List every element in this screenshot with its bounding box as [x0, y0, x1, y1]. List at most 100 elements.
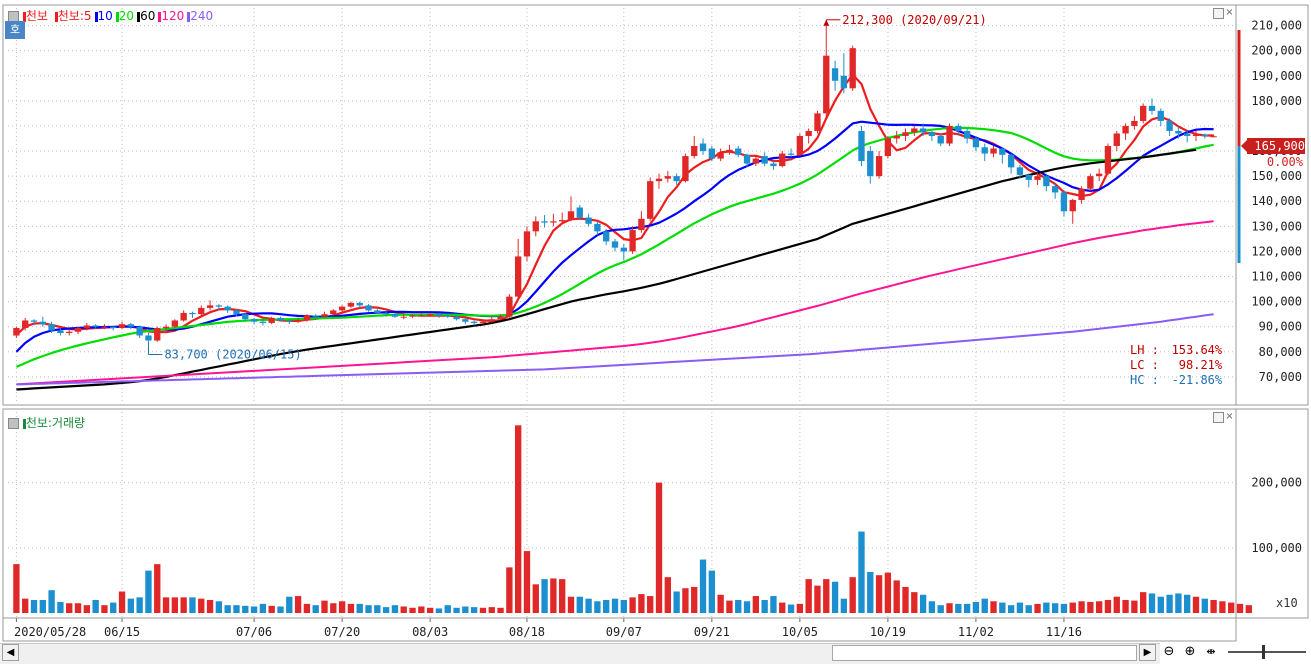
candle-body	[743, 154, 751, 164]
volume-bar	[224, 605, 231, 613]
volume-bar	[101, 605, 108, 613]
volume-bar	[523, 551, 531, 613]
candle-body	[233, 310, 240, 315]
candle-body	[1095, 173, 1103, 177]
volume-bar	[955, 603, 962, 613]
max-annotation-arrow	[823, 19, 830, 26]
volume-bar	[294, 596, 302, 613]
volume-bar	[647, 596, 654, 613]
scroll-right-button[interactable]: ▶	[1139, 644, 1156, 661]
candle-body	[330, 310, 337, 315]
candle-body	[928, 132, 936, 136]
volume-bar	[444, 605, 451, 613]
volume-bar	[92, 599, 99, 613]
volume-bar-series	[13, 425, 1252, 613]
candle-body	[691, 146, 698, 157]
volume-bar	[118, 591, 126, 613]
candle-body	[435, 314, 443, 316]
candle-body	[1148, 105, 1156, 111]
candle-body	[893, 135, 900, 139]
candle-body	[867, 151, 874, 177]
candle-body	[145, 335, 152, 341]
volume-grid	[8, 412, 1236, 618]
volume-bar	[180, 597, 187, 613]
candle-body	[206, 305, 214, 308]
volume-unit-label: x10	[1276, 596, 1298, 610]
volume-bar	[470, 607, 478, 613]
date-tick-label: 08/03	[412, 625, 448, 639]
candle-body	[224, 306, 231, 311]
candle-count-icon[interactable]: ⇼	[1206, 645, 1216, 658]
volume-bar	[330, 603, 337, 613]
candle-body	[391, 314, 399, 317]
candle-body	[1104, 146, 1112, 174]
volume-bar	[1219, 601, 1226, 613]
volume-panel-restore-icon[interactable]	[1213, 412, 1224, 423]
corner-tag[interactable]: 호	[5, 21, 25, 39]
volume-bar	[594, 601, 601, 613]
volume-bar	[1104, 599, 1112, 613]
volume-bar	[735, 599, 742, 613]
candle-body	[409, 315, 416, 317]
scroll-left-button[interactable]: ◀	[2, 644, 19, 661]
volume-bar	[849, 577, 856, 613]
candle-body	[1087, 176, 1094, 189]
volume-handle-icon	[8, 418, 19, 429]
volume-panel-close-icon[interactable]: ×	[1225, 411, 1234, 422]
volume-axis: 100,000 200,000	[1251, 476, 1302, 555]
price-tick-label: 200,000	[1251, 44, 1302, 58]
candle-body	[805, 130, 812, 136]
candle-body	[673, 176, 680, 182]
candle-body	[242, 314, 249, 320]
legend-color-swatch	[158, 11, 162, 22]
volume-bar	[356, 603, 363, 613]
ma-240-line	[16, 313, 1214, 386]
high-low-annotations: 212,300 (2020/09/21) 83,700 (2020/06/15)	[147, 13, 987, 362]
candle-body	[154, 327, 161, 341]
current-price-box	[1247, 138, 1305, 154]
price-panel-restore-icon[interactable]	[1213, 8, 1224, 19]
zoom-slider-handle[interactable]	[1262, 645, 1265, 659]
volume-bar	[1016, 602, 1024, 613]
candle-body	[1157, 110, 1164, 121]
volume-bar	[708, 570, 716, 613]
price-panel-close-icon[interactable]: ×	[1225, 7, 1234, 18]
volume-bar	[937, 605, 944, 613]
candle-body	[761, 156, 768, 164]
volume-bar	[919, 594, 927, 613]
legend-item: 20	[115, 9, 135, 23]
zoom-in-icon[interactable]: ⊕	[1184, 644, 1196, 659]
legend-label: 240	[190, 9, 214, 23]
volume-bar	[1113, 596, 1120, 613]
candle-body	[919, 128, 927, 133]
zoom-slider[interactable]	[1228, 651, 1306, 653]
volume-bar	[303, 603, 311, 613]
candle-body	[259, 321, 267, 323]
candle-body	[814, 113, 821, 131]
legend-name-marker-icon	[22, 11, 26, 22]
candle-body	[400, 316, 407, 318]
candle-body	[1113, 133, 1120, 147]
volume-bar	[277, 606, 284, 613]
change-percent-label: 0.00%	[1266, 155, 1303, 169]
scrollbar-thumb[interactable]	[832, 645, 1137, 661]
candle-body	[426, 314, 434, 316]
candle-body	[250, 319, 258, 322]
candle-body	[1210, 136, 1217, 138]
volume-bar	[435, 608, 443, 613]
volume-bar	[946, 603, 953, 613]
legend-label: 20	[118, 9, 135, 23]
legend-item: 240	[187, 9, 213, 23]
candle-body	[92, 325, 99, 327]
volume-bar	[990, 601, 997, 613]
volume-bar	[74, 603, 82, 613]
volume-bar	[110, 602, 117, 613]
candle-body	[418, 315, 425, 317]
max-annotation-label: 212,300 (2020/09/21)	[842, 13, 987, 27]
date-tick-label: 10/19	[870, 625, 906, 639]
zoom-out-icon[interactable]: ⊖	[1163, 644, 1175, 659]
candle-body	[576, 207, 583, 218]
volume-bar	[567, 596, 575, 613]
volume-bar	[611, 598, 619, 613]
candle-body	[1078, 188, 1085, 200]
